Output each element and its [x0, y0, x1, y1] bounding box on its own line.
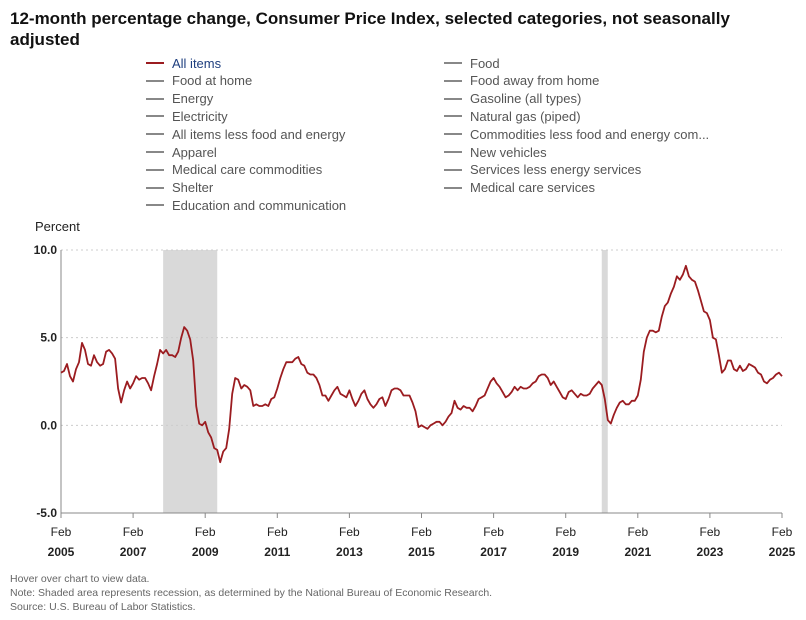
x-tick-year: 2009: [192, 545, 219, 559]
series-line-all-items[interactable]: [60, 264, 783, 464]
recession-band: [601, 250, 608, 513]
x-tick-month: Feb: [51, 525, 72, 539]
recession-shading: [163, 250, 608, 513]
y-tick-label: -5.0: [36, 506, 57, 520]
legend-label: All items: [172, 55, 222, 71]
legend-label: Education and communication: [172, 197, 347, 213]
legend-swatch: [146, 79, 164, 82]
legend-item[interactable]: All items less food and energy: [146, 125, 345, 143]
legend-item[interactable]: Services less energy services: [444, 161, 641, 179]
legend-label: Medical care commodities: [172, 162, 323, 178]
line-chart[interactable]: -5.0 0.0 5.0 10.0 Percent Feb 2005 Feb 2007 Feb 20…: [0, 0, 806, 570]
legend-label: Food: [470, 55, 500, 71]
x-tick-month: Feb: [339, 525, 360, 539]
legend-swatch: [444, 133, 462, 136]
legend-item[interactable]: Electricity: [146, 107, 228, 125]
legend-item[interactable]: Medical care services: [444, 179, 595, 197]
x-tick-year: 2015: [408, 545, 435, 559]
legend-label: Services less energy services: [470, 162, 642, 178]
legend-swatch: [146, 204, 164, 207]
legend-swatch: [146, 97, 164, 100]
x-tick-month: Feb: [267, 525, 288, 539]
legend-swatch: [146, 133, 164, 136]
y-tick-label: 5.0: [40, 331, 57, 345]
axes: [60, 250, 783, 518]
legend-swatch: [146, 151, 164, 153]
legend-item[interactable]: Food away from home: [444, 72, 599, 90]
legend-swatch: [444, 62, 462, 64]
legend-item[interactable]: Food at home: [146, 72, 252, 90]
x-tick-month: Feb: [555, 525, 576, 539]
legend-label: Commodities less food and energy com...: [470, 126, 710, 142]
legend-item[interactable]: New vehicles: [444, 143, 547, 161]
legend-label: Apparel: [172, 144, 217, 160]
x-tick-month: Feb: [483, 525, 504, 539]
recession-band: [163, 250, 218, 513]
legend-swatch: [444, 97, 462, 100]
x-tick-year: 2023: [697, 545, 724, 559]
x-tick-year: 2007: [120, 545, 147, 559]
x-tick-year: 2021: [624, 545, 651, 559]
legend-item[interactable]: Gasoline (all types): [444, 90, 581, 108]
legend-item[interactable]: Education and communication: [146, 196, 346, 214]
x-tick-month: Feb: [195, 525, 216, 539]
legend-label: Shelter: [172, 180, 214, 196]
x-tick-month: Feb: [772, 525, 793, 539]
legend-label: Food at home: [172, 73, 253, 89]
legend-item[interactable]: Medical care commodities: [146, 161, 322, 179]
y-tick-label: 10.0: [34, 243, 58, 257]
x-tick-year: 2017: [480, 545, 507, 559]
legend-item[interactable]: Natural gas (piped): [444, 107, 581, 125]
legend-item[interactable]: Apparel: [146, 143, 217, 161]
x-tick-year: 2011: [264, 545, 290, 559]
legend-label: Natural gas (piped): [470, 108, 581, 124]
legend-item[interactable]: Commodities less food and energy com...: [444, 125, 709, 143]
series: [60, 264, 783, 464]
chart-title: 12-month percentage change, Consumer Pri…: [10, 9, 730, 49]
hover-note: Hover over chart to view data.: [10, 573, 150, 585]
legend-item[interactable]: All items: [146, 54, 221, 72]
x-tick-month: Feb: [123, 525, 144, 539]
x-tick-year: 2025: [769, 545, 796, 559]
x-tick-month: Feb: [700, 525, 721, 539]
legend-swatch: [444, 151, 462, 153]
legend-swatch: [146, 168, 164, 171]
source-note: Source: U.S. Bureau of Labor Statistics.: [10, 601, 196, 613]
x-tick-year: 2005: [48, 545, 75, 559]
legend-item[interactable]: Food: [444, 54, 500, 72]
legend: All items Food Food at home Food away from …: [146, 54, 746, 214]
legend-swatch: [146, 186, 164, 189]
x-tick-month: Feb: [627, 525, 648, 539]
x-tick-year: 2013: [336, 545, 363, 559]
legend-label: All items less food and energy: [172, 126, 346, 142]
legend-label: Energy: [172, 91, 214, 107]
legend-label: New vehicles: [470, 144, 547, 160]
legend-label: Medical care services: [470, 180, 595, 196]
legend-swatch: [444, 79, 462, 82]
chart-notes: Hover over chart to view data. Note: Sha…: [10, 572, 492, 614]
legend-item[interactable]: Shelter: [146, 179, 213, 197]
recession-note: Note: Shaded area represents recession, …: [10, 587, 493, 599]
legend-swatch: [444, 115, 462, 118]
legend-swatch: [444, 168, 462, 171]
x-tick-year: 2019: [552, 545, 579, 559]
legend-label: Food away from home: [470, 73, 600, 89]
legend-label: Electricity: [172, 108, 228, 124]
legend-item[interactable]: Energy: [146, 90, 213, 108]
legend-swatch: [444, 186, 462, 189]
x-tick-month: Feb: [411, 525, 432, 539]
y-tick-label: 0.0: [40, 418, 57, 432]
y-axis-title: Percent: [35, 219, 80, 234]
legend-label: Gasoline (all types): [470, 91, 582, 107]
axis-labels: -5.0 0.0 5.0 10.0 Percent Feb 2005 Feb 2007 Feb 20…: [34, 219, 796, 559]
legend-swatch: [146, 115, 164, 118]
legend-swatch: [146, 62, 164, 64]
